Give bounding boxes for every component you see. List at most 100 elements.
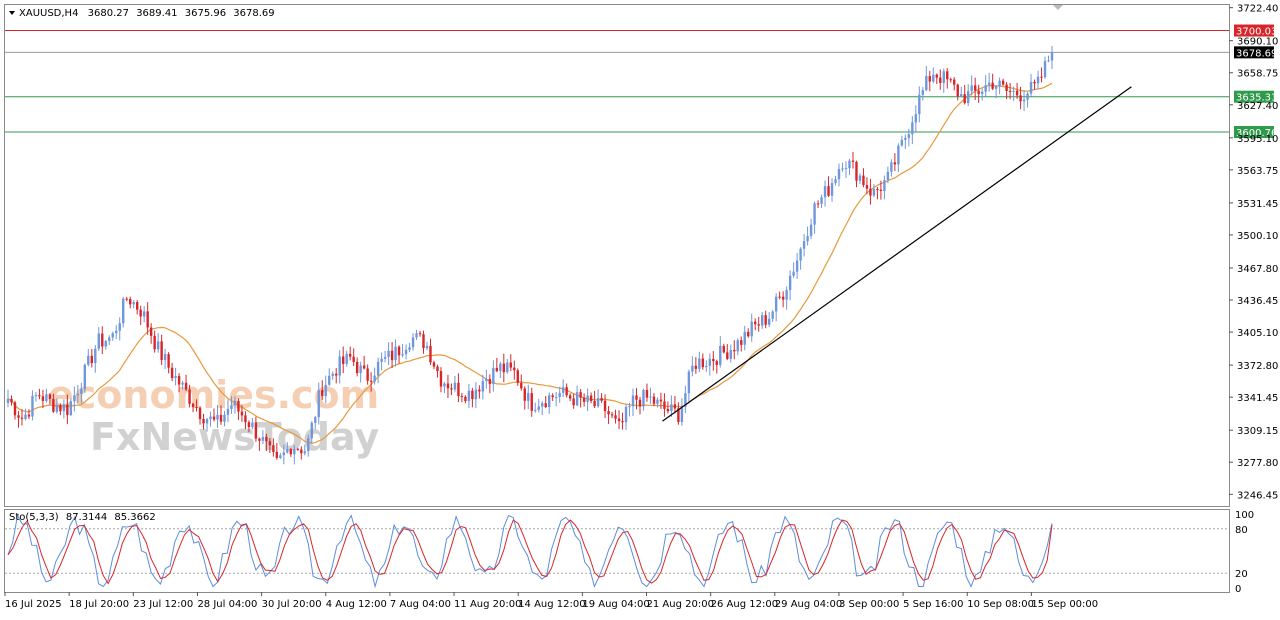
candle-body	[740, 340, 743, 345]
candle-body	[509, 362, 512, 368]
candle-body	[341, 356, 345, 364]
x-tick-label: 23 Jul 12:00	[133, 599, 193, 610]
candle-body	[705, 365, 708, 368]
candle-body	[265, 436, 268, 442]
candle-body	[129, 299, 132, 305]
candle-body	[383, 356, 387, 359]
stochastic-header: Sto(5,3,3) 87.3144 85.3662	[9, 512, 156, 523]
candle-body	[635, 395, 638, 400]
price-axis: 3722.40 3690.10 3658.75 3627.40 3595.10 3563.…	[1229, 4, 1278, 501]
candle-body	[614, 415, 617, 419]
candle-body	[268, 441, 272, 446]
candle-body	[987, 82, 991, 86]
high-value: 3689.41	[136, 8, 177, 19]
candle-body	[142, 311, 146, 317]
trendline[interactable]	[662, 86, 1132, 422]
candle-body	[823, 186, 827, 198]
candle-body	[645, 389, 649, 398]
candle-body	[973, 85, 977, 91]
candle-body	[520, 382, 523, 389]
candle-body	[719, 345, 722, 365]
candle-body	[656, 399, 659, 404]
x-tick-label: 30 Jul 20:00	[262, 599, 322, 610]
candle-body	[13, 402, 17, 416]
candle-body	[436, 366, 439, 372]
candle-body	[970, 85, 973, 92]
candle-body	[45, 394, 48, 401]
candle-body	[170, 367, 174, 379]
candle-body	[167, 354, 170, 368]
x-tick-label: 26 Aug 12:00	[711, 599, 778, 610]
symbol-dropdown-icon[interactable]	[9, 11, 15, 15]
candle-body	[279, 455, 282, 458]
candle-body	[1043, 61, 1047, 78]
candle-body	[991, 82, 994, 89]
candle-body	[55, 405, 59, 412]
candle-body	[48, 394, 52, 399]
level-price-label: 3635.31	[1236, 93, 1277, 104]
candle-body	[272, 445, 275, 452]
candle-body	[348, 353, 352, 357]
stoch-axis-label: 100	[1235, 510, 1254, 521]
watermark-fxnewstoday: FxNewsToday	[90, 415, 379, 459]
candle-body	[404, 349, 408, 355]
candle-body	[760, 315, 764, 326]
candle-body	[1029, 81, 1033, 94]
level-price-tag	[1234, 90, 1274, 103]
stoch-main-value: 87.3144	[66, 512, 107, 523]
candle-body	[743, 331, 746, 345]
candle-body	[303, 451, 306, 454]
candle-body	[781, 296, 785, 300]
candle-body	[397, 346, 401, 356]
candle-body	[603, 400, 607, 412]
level-price-tag	[1234, 24, 1274, 37]
candle-body	[890, 162, 893, 172]
candle-body	[132, 302, 135, 305]
candle-body	[967, 91, 970, 104]
stoch-main-line	[7, 514, 1053, 589]
candle-body	[764, 315, 767, 325]
candle-body	[994, 86, 998, 89]
candle-body	[1019, 95, 1022, 102]
candle-body	[670, 404, 673, 412]
trendline-segment	[662, 86, 1132, 422]
candle-body	[617, 418, 621, 422]
candle-body	[722, 345, 725, 353]
x-tick-label: 15 Sep 00:00	[1031, 599, 1098, 610]
candle-body	[935, 74, 938, 78]
candle-body	[1036, 76, 1040, 84]
candle-body	[195, 406, 198, 408]
scroll-marker-icon[interactable]	[1053, 5, 1063, 10]
candle-body	[27, 414, 31, 417]
candle-body	[408, 347, 411, 350]
stoch-axis-label: 20	[1235, 569, 1248, 580]
candle-body	[506, 362, 509, 373]
candle-body	[293, 448, 296, 455]
candle-body	[122, 298, 125, 324]
candle-body	[575, 392, 579, 406]
candle-body	[809, 224, 813, 237]
candle-body	[754, 321, 757, 325]
candle-body	[586, 395, 589, 402]
candle-body	[701, 358, 705, 368]
candle-body	[135, 302, 139, 310]
horizontal-levels: 3700.03 3678.69 3635.31 3600.76	[5, 24, 1277, 139]
candle-body	[747, 331, 750, 337]
candle-body	[551, 395, 554, 398]
candle-body	[443, 383, 446, 387]
candle-body	[932, 74, 935, 82]
candle-body	[1040, 76, 1043, 78]
candle-body	[181, 382, 184, 385]
candle-body	[460, 396, 464, 398]
stoch-axis-label: 80	[1235, 525, 1248, 536]
stoch-signal-line	[7, 519, 1053, 585]
y-tick-label: 3722.40	[1237, 4, 1278, 15]
candle-body	[900, 139, 904, 146]
candle-body	[104, 341, 107, 347]
candle-body	[767, 318, 771, 325]
candle-body	[516, 370, 519, 383]
candle-body	[774, 296, 778, 312]
x-tick-label: 16 Jul 2025	[5, 599, 62, 610]
x-tick-label: 7 Aug 04:00	[390, 599, 451, 610]
